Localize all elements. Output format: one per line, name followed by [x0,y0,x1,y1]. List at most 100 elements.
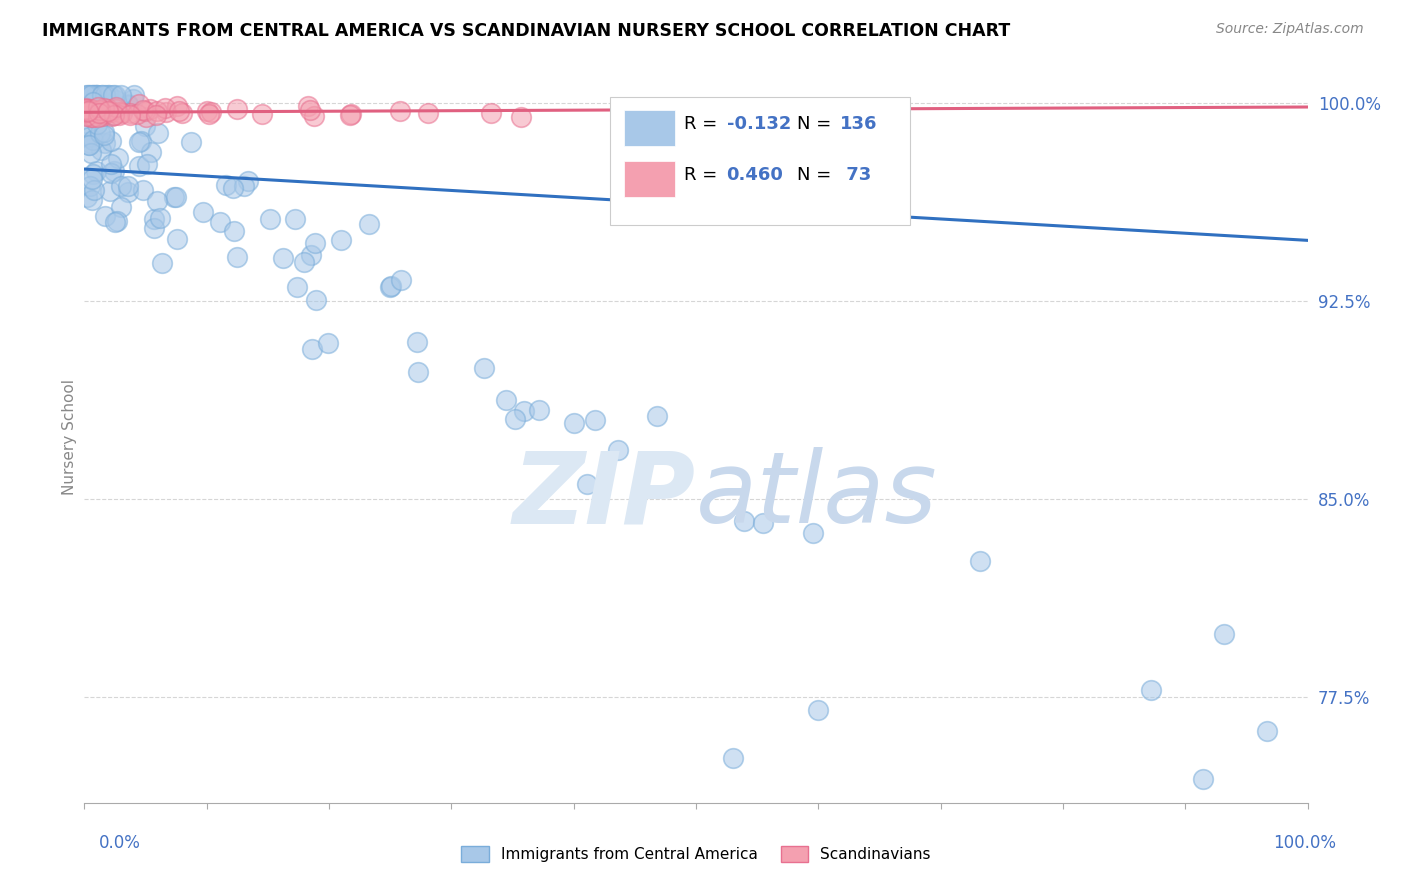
Point [329,233,352,247]
Point [82,110,104,124]
Point [105,103,128,117]
Point [87,110,110,124]
Point [575,476,598,491]
Point [75,103,97,118]
Point [271,251,294,265]
Point [339,107,361,121]
Text: N =: N = [797,115,838,133]
Point [75,103,97,117]
Point [87,100,110,114]
Point [84,92,107,106]
Point [79,107,101,121]
Point [75,88,97,103]
Point [87,106,110,120]
Point [82,167,104,181]
Point [166,99,188,113]
Point [94,88,117,103]
Point [97,92,120,106]
Point [238,174,260,188]
Point [128,160,150,174]
Point [752,516,775,530]
Point [222,180,245,194]
Point [86,88,108,103]
Point [503,412,526,426]
Point [93,128,115,142]
Point [125,107,148,121]
Point [645,409,668,423]
FancyBboxPatch shape [610,97,910,225]
Point [91,88,114,103]
Point [89,103,111,117]
Point [87,103,110,118]
Point [79,110,101,124]
Point [77,88,100,103]
Point [118,108,141,122]
Point [180,135,202,149]
Point [86,88,108,103]
Point [472,360,495,375]
Point [77,105,100,120]
Point [510,110,533,124]
Text: ZIP: ZIP [513,447,696,544]
Point [304,235,326,250]
Point [80,110,103,124]
Point [93,101,115,115]
Point [299,103,322,117]
Point [79,136,101,151]
Point [117,178,139,193]
Point [82,103,104,118]
Text: IMMIGRANTS FROM CENTRAL AMERICA VS SCANDINAVIAN NURSERY SCHOOL CORRELATION CHART: IMMIGRANTS FROM CENTRAL AMERICA VS SCAND… [42,22,1011,40]
Point [208,215,231,229]
Point [378,279,401,293]
Point [607,443,630,458]
Point [91,106,114,120]
Point [200,104,222,119]
Point [105,214,128,228]
Point [117,186,139,200]
Text: 73: 73 [841,167,872,185]
Point [91,107,114,121]
Point [104,93,127,107]
Point [513,403,536,417]
Point [389,273,412,287]
Point [94,105,117,120]
Point [1192,772,1215,786]
Point [108,108,131,122]
Point [801,525,824,540]
Point [215,178,238,192]
Point [97,103,120,118]
Point [103,108,125,122]
Point [801,109,824,123]
Point [408,365,430,379]
Point [100,102,122,116]
Point [233,179,256,194]
Point [146,103,169,118]
Point [131,103,153,117]
Point [143,221,166,235]
Point [479,106,502,120]
Text: 0.460: 0.460 [727,167,783,185]
Point [149,211,172,226]
Point [129,134,152,148]
Point [169,104,191,119]
Point [389,104,412,119]
Point [122,92,145,106]
Point [285,279,308,293]
Point [146,194,169,208]
Point [82,133,104,147]
Point [104,88,127,103]
Point [93,125,115,139]
Point [108,104,131,119]
Y-axis label: Nursery School: Nursery School [62,379,77,495]
Point [284,212,307,227]
Point [153,101,176,115]
Point [79,178,101,193]
Point [90,109,112,123]
Point [100,166,122,180]
Point [84,104,107,119]
Point [143,211,166,226]
Point [583,413,606,427]
Point [91,101,114,115]
Point [292,255,315,269]
Point [250,107,273,121]
